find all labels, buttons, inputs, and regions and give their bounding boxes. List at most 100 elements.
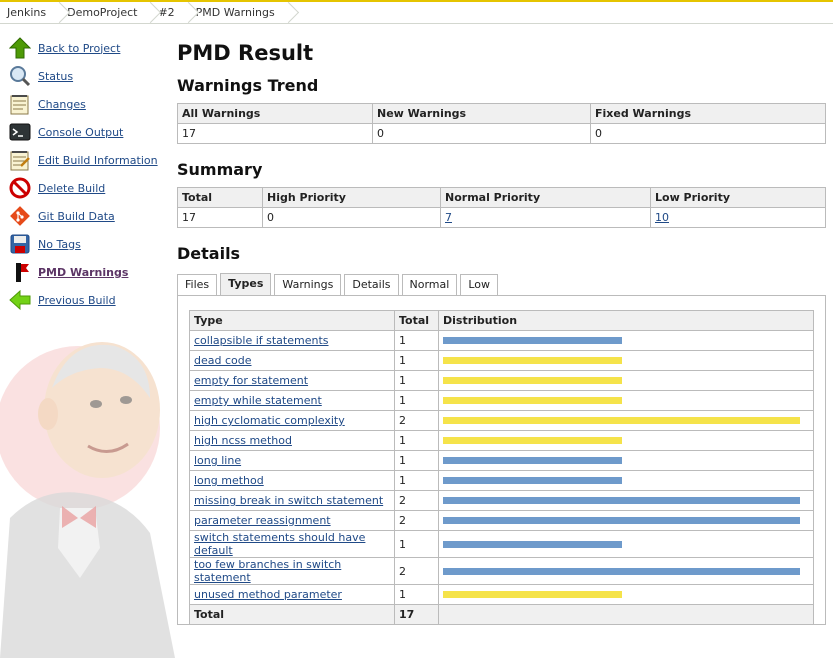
task-link[interactable]: PMD Warnings	[38, 265, 129, 279]
task-link[interactable]: Status	[38, 69, 74, 83]
breadcrumb-build[interactable]: #2	[151, 2, 188, 24]
type-cell: too few branches in switch statement	[189, 557, 395, 585]
git-icon	[8, 204, 32, 228]
all-warnings-value: 17	[177, 123, 373, 144]
task-pmd-warnings[interactable]: PMD Warnings	[8, 258, 168, 286]
table-row: empty while statement 1	[189, 390, 814, 411]
type-link[interactable]: parameter reassignment	[194, 514, 331, 527]
type-link[interactable]: too few branches in switch statement	[194, 558, 342, 584]
total-cell: 2	[394, 557, 439, 585]
task-link[interactable]: No Tags	[38, 237, 81, 251]
type-link[interactable]: missing break in switch statement	[194, 494, 384, 507]
up-arrow-icon	[8, 36, 32, 60]
distribution-cell	[438, 390, 814, 411]
distribution-bar	[443, 337, 622, 344]
distribution-cell	[438, 510, 814, 531]
terminal-icon	[8, 120, 32, 144]
distribution-cell	[438, 530, 814, 558]
low-priority-cell: 10	[650, 207, 826, 228]
breadcrumb: Jenkins DemoProject #2 PMD Warnings	[0, 0, 833, 24]
new-warnings-value: 0	[372, 123, 591, 144]
type-link[interactable]: long line	[194, 454, 242, 467]
task-link[interactable]: Edit Build Information	[38, 153, 158, 167]
type-link[interactable]: high ncss method	[194, 434, 292, 447]
task-changes[interactable]: Changes	[8, 90, 168, 118]
type-link[interactable]: empty for statement	[194, 374, 309, 387]
tab-low[interactable]: Low	[460, 274, 498, 295]
tab-normal[interactable]: Normal	[401, 274, 458, 295]
task-git-build-data[interactable]: Git Build Data	[8, 202, 168, 230]
table-row: parameter reassignment 2	[189, 510, 814, 531]
task-edit-build-information[interactable]: Edit Build Information	[8, 146, 168, 174]
type-cell: missing break in switch statement	[189, 490, 395, 511]
left-arrow-icon	[8, 288, 32, 312]
table-row: missing break in switch statement 2	[189, 490, 814, 511]
task-link[interactable]: Git Build Data	[38, 209, 115, 223]
distribution-cell	[438, 490, 814, 511]
table-row: long line 1	[189, 450, 814, 471]
breadcrumb-pmd-warnings[interactable]: PMD Warnings	[189, 2, 289, 24]
task-status[interactable]: Status	[8, 62, 168, 90]
column-header: All Warnings	[177, 103, 373, 124]
breadcrumb-project[interactable]: DemoProject	[60, 2, 151, 24]
type-cell: high ncss method	[189, 430, 395, 451]
type-link[interactable]: empty while statement	[194, 394, 322, 407]
type-link[interactable]: high cyclomatic complexity	[194, 414, 345, 427]
task-link[interactable]: Back to Project	[38, 41, 121, 55]
distribution-bar	[443, 437, 622, 444]
task-console-output[interactable]: Console Output	[8, 118, 168, 146]
type-cell: long method	[189, 470, 395, 491]
distribution-bar	[443, 417, 800, 424]
type-link[interactable]: collapsible if statements	[194, 334, 329, 347]
type-link[interactable]: dead code	[194, 354, 252, 367]
task-delete-build[interactable]: Delete Build	[8, 174, 168, 202]
main-panel: PMD Result Warnings Trend All Warnings N…	[177, 34, 827, 625]
total-cell: 1	[394, 530, 439, 558]
total-cell: 2	[394, 410, 439, 431]
distribution-cell	[438, 370, 814, 391]
column-header: Fixed Warnings	[590, 103, 826, 124]
total-cell: 1	[394, 430, 439, 451]
distribution-cell	[438, 470, 814, 491]
fixed-warnings-value: 0	[590, 123, 826, 144]
task-link[interactable]: Changes	[38, 97, 86, 111]
column-header: New Warnings	[372, 103, 591, 124]
footer-total-value: 17	[394, 604, 439, 625]
tab-files[interactable]: Files	[177, 274, 218, 295]
table-row: high cyclomatic complexity 2	[189, 410, 814, 431]
column-header: Total	[177, 187, 263, 208]
distribution-bar	[443, 517, 800, 524]
type-link[interactable]: switch statements should have default	[194, 531, 366, 557]
details-heading: Details	[177, 244, 241, 263]
distribution-bar	[443, 540, 622, 548]
table-row: dead code 1	[189, 350, 814, 371]
tab-details[interactable]: Details	[344, 274, 399, 295]
task-previous-build[interactable]: Previous Build	[8, 286, 168, 314]
type-link[interactable]: unused method parameter	[194, 588, 342, 601]
task-link[interactable]: Console Output	[38, 125, 124, 139]
tab-warnings[interactable]: Warnings	[274, 274, 342, 295]
task-link[interactable]: Delete Build	[38, 181, 106, 195]
type-cell: parameter reassignment	[189, 510, 395, 531]
types-table: Type Total Distribution collapsible if s…	[189, 310, 814, 625]
type-link[interactable]: long method	[194, 474, 264, 487]
tab-types[interactable]: Types	[220, 273, 272, 295]
normal-priority-link[interactable]: 7	[445, 211, 452, 224]
task-link[interactable]: Previous Build	[38, 293, 116, 307]
total-cell: 1	[394, 350, 439, 371]
total-cell: 1	[394, 390, 439, 411]
pmd-icon	[8, 260, 32, 284]
magnifier-icon	[8, 64, 32, 88]
task-back-to-project[interactable]: Back to Project	[8, 34, 168, 62]
details-tabs: Files Types Warnings Details Normal Low	[177, 273, 827, 295]
table-row: empty for statement 1	[189, 370, 814, 391]
type-cell: collapsible if statements	[189, 330, 395, 351]
normal-priority-cell: 7	[440, 207, 651, 228]
task-no-tags[interactable]: No Tags	[8, 230, 168, 258]
low-priority-link[interactable]: 10	[655, 211, 669, 224]
breadcrumb-jenkins[interactable]: Jenkins	[0, 2, 60, 24]
distribution-bar	[443, 397, 622, 404]
distribution-cell	[438, 410, 814, 431]
total-cell: 1	[394, 470, 439, 491]
total-cell: 2	[394, 490, 439, 511]
